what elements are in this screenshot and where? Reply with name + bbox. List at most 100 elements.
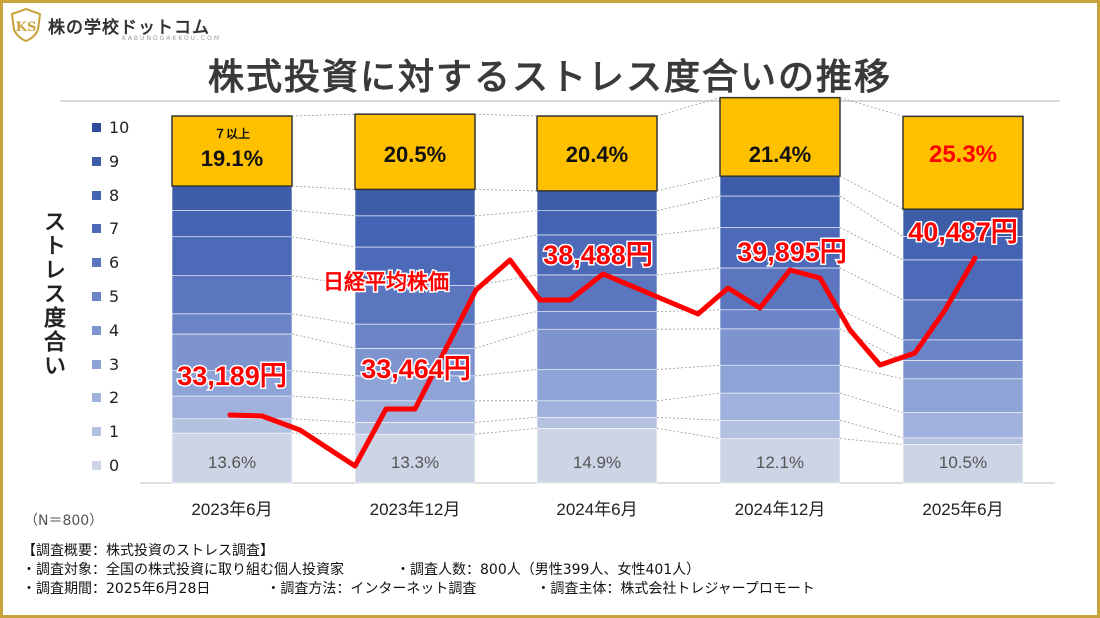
connector-line [656,392,721,402]
legend-label: 10 [109,118,130,137]
notes-heading: 【調査概要：株式投資のストレス調査】 [22,543,274,559]
bar-segment-9 [536,190,658,211]
legend-label: 7 [109,219,120,239]
top-segment-note: ７以上 [214,126,250,141]
x-tick-label: 2024年6月 [556,500,637,519]
legend-swatch [92,258,101,268]
notes-method: ・調査方法：インターネット調査 [266,581,477,597]
legend-swatch [92,224,101,234]
notes-sponsor: ・調査主体：株式会社トレジャープロモート [536,581,815,597]
bar-segment-8 [354,215,476,248]
bar-segment-10 [719,96,841,177]
bar-segment-4 [902,360,1024,380]
legend-item-5: 5 [92,287,119,306]
connector-line [839,419,904,439]
bar-segment-2 [536,400,658,418]
bar-segment-2 [719,392,841,421]
bar-segment-8 [536,210,658,236]
nikkei-series-name: 日経平均株価 [323,270,449,294]
connector-line [656,227,721,236]
connector-line [474,416,538,423]
connector-line [474,113,538,117]
x-tick-label: 2023年6月 [191,500,272,519]
data-label-top: 21.4% [749,142,811,167]
nikkei-value-label: 38,488円 [543,240,653,270]
survey-notes: 【調査概要：株式投資のストレス調査】 ・調査対象：全国の株式投資に取り組む個人投… [22,542,815,599]
sample-size: （N＝800） [24,513,104,529]
connector-line [291,236,356,248]
nikkei-line [227,255,978,469]
x-tick-label: 2023年12月 [370,500,461,519]
bar-segment-9 [171,185,293,211]
bar-segment-4 [719,328,841,366]
connector-line [291,185,356,190]
brand-sub: KABUNOGAKKOU.COM [122,35,222,42]
connector-line [839,195,904,237]
bar-segment-3 [171,370,293,397]
connector-line [291,418,356,423]
bar-segment-1 [536,417,658,429]
connector-line [656,97,721,117]
data-label-level-0: 13.6% [208,453,256,472]
data-label-top: 20.5% [384,142,446,167]
nikkei-value-label: 33,464円 [361,354,471,384]
bar-segment-5 [719,309,841,330]
legend-label: 9 [109,151,120,171]
notes-count: ・調査人数：800人（男性399人、女性401人） [396,562,701,578]
notes-period: ・調査期間：2025年6月28日 [22,581,211,597]
connector-line [291,370,356,377]
legend-swatch [92,325,101,335]
connector-line [291,275,356,286]
connector-line [474,274,538,286]
bar-segment-5 [536,311,658,330]
title-divider [60,100,1060,102]
legend-swatch [92,292,101,301]
bar-segment-10 [902,115,1024,210]
x-tick-label: 2024年12月 [735,500,826,519]
connector-line [839,438,904,445]
legend-label: 2 [109,388,120,408]
legend-swatch [92,427,101,437]
bar-segment-10 [171,115,293,187]
legend-swatch [92,359,101,369]
notes-line-2: ・調査期間：2025年6月28日 ・調査方法：インターネット調査 ・調査主体：株式会… [22,580,815,599]
connector-line [291,209,356,217]
data-label-top: 19.1% [201,146,263,171]
legend-item-7: 7 [92,219,119,238]
bar-segment-8 [171,210,293,238]
data-label-level-0: 14.9% [573,453,621,472]
bar-segment-4 [536,328,658,370]
legend-item-1: 1 [92,422,119,441]
bar-segment-6 [719,267,841,311]
bar-segment-3 [354,375,476,402]
connector-line [839,364,904,380]
legend-label: 5 [109,287,120,306]
nikkei-value-label: 33,189円 [177,361,287,391]
legend-label: 0 [109,456,120,475]
bar-segment-2 [902,412,1024,439]
connector-line [291,333,356,349]
bar-segment-0 [354,433,476,484]
legend-item-0: 0 [92,456,119,475]
bar-segment-6 [902,299,1024,341]
data-label-level-0: 12.1% [756,453,804,472]
legend-item-8: 8 [92,186,119,205]
brand-name: 株の学校ドットコム [48,17,210,38]
connector-line [291,432,356,435]
legend-swatch [92,461,101,470]
bar-segment-3 [902,378,1024,413]
data-label-top: 20.4% [566,142,628,167]
legend-label: 3 [109,354,120,374]
connector-line [291,313,356,325]
bar-segment-0 [902,444,1024,484]
legend-label: 1 [109,422,120,442]
connector-line [656,267,721,276]
legend-item-10: 10 [92,118,129,137]
connector-line [656,416,721,421]
data-label-top: 25.3% [929,141,997,168]
legend-item-2: 2 [92,388,119,407]
bar-segment-5 [171,313,293,335]
connector-line [656,195,721,212]
bar-segment-10 [536,115,658,192]
